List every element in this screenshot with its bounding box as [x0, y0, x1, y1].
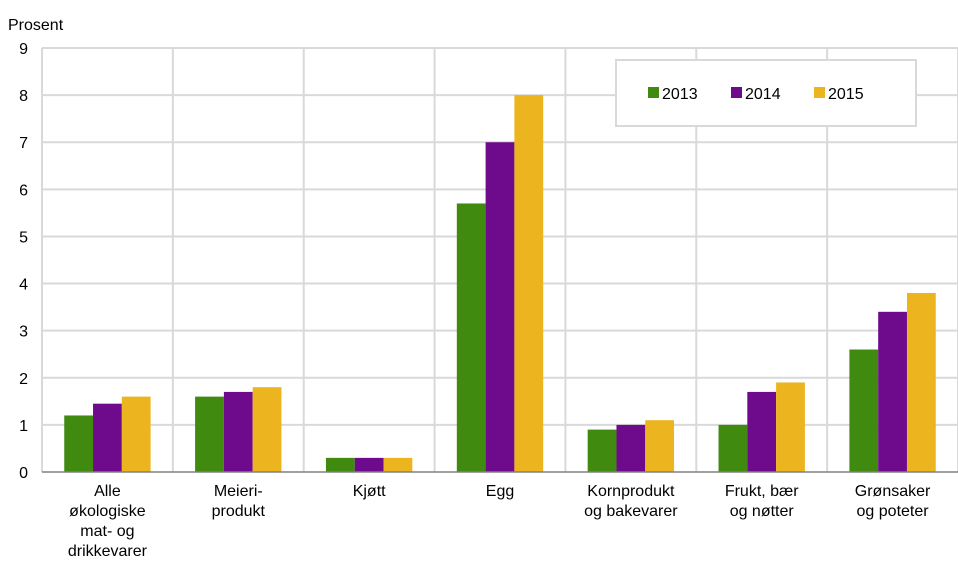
legend-swatch-2015: [814, 87, 825, 98]
y-tick-label: 9: [19, 41, 28, 58]
x-tick-label-line: Egg: [486, 483, 514, 500]
x-tick-label-line: Alle: [94, 483, 121, 500]
x-tick-label: Meieri-produkt: [212, 483, 266, 520]
x-tick-label: Egg: [486, 483, 514, 500]
x-tick-label: Kjøtt: [353, 483, 386, 500]
legend-swatch-2014: [731, 87, 742, 98]
legend-label-2013: 2013: [662, 86, 698, 103]
bar-2013: [64, 415, 94, 472]
x-tick-label-line: mat- og: [80, 523, 134, 540]
bar-2014: [616, 424, 646, 472]
x-tick-label-line: og bakevarer: [584, 503, 678, 520]
legend-label-2015: 2015: [828, 86, 864, 103]
x-tick-label: Frukt, bær og nøtter: [725, 483, 799, 520]
bar-2014: [223, 391, 253, 472]
x-tick-label-line: og nøtter: [730, 503, 795, 520]
bar-2014: [878, 311, 907, 472]
x-tick-label-line: Meieri-: [214, 483, 263, 500]
x-tick-label-line: drikkevarer: [68, 543, 148, 560]
x-tick-label-line: Kjøtt: [353, 483, 386, 500]
legend-label-2014: 2014: [745, 86, 781, 103]
bars: [64, 95, 936, 472]
bar-2013: [587, 429, 617, 472]
y-tick-label: 1: [19, 418, 28, 435]
legend-swatch-2013: [648, 87, 659, 98]
bar-2013: [849, 349, 879, 472]
y-tick-label: 4: [19, 277, 28, 294]
y-tick-label: 8: [19, 88, 28, 105]
bar-2013: [325, 457, 355, 472]
x-tick-label-line: Kornprodukt: [587, 483, 675, 500]
x-tick-label-line: produkt: [212, 503, 266, 520]
y-tick-label: 7: [19, 135, 28, 152]
x-tick-label-line: og poteter: [857, 503, 930, 520]
x-tick-label: Alle økologiske mat- og drikkevarer: [68, 483, 148, 560]
legend-box: [615, 59, 917, 127]
y-tick-label: 5: [19, 229, 28, 246]
bar-2015: [383, 457, 413, 472]
bar-2014: [93, 403, 122, 472]
bar-2015: [514, 95, 544, 472]
bar-2015: [121, 396, 151, 472]
x-tick-label: Kornprodukt og bakevarer: [584, 483, 678, 520]
y-tick-label: 6: [19, 182, 28, 199]
bar-2015: [252, 387, 282, 472]
bar-2015: [906, 292, 936, 472]
y-tick-label: 2: [19, 371, 28, 388]
x-tick-label: Grønsaker og poteter: [855, 483, 931, 520]
y-axis-label: Prosent: [8, 17, 64, 34]
bar-2014: [354, 457, 384, 472]
bar-2015: [776, 382, 805, 472]
axes: 0 1 2 3 4 5 6 7 8 9 Alle økologiske mat- og drikkevar…: [19, 41, 958, 560]
bar-2013: [718, 424, 748, 472]
y-tick-label: 0: [19, 465, 28, 482]
bar-2013: [456, 203, 486, 472]
bar-2014: [747, 391, 777, 472]
bar-2015: [645, 420, 675, 472]
x-tick-label-line: økologiske: [69, 503, 146, 520]
y-tick-label: 3: [19, 324, 28, 341]
x-tick-label-line: Grønsaker: [855, 483, 931, 500]
legend: 2013 2014 2015: [615, 59, 917, 127]
x-tick-label-line: Frukt, bær: [725, 483, 799, 500]
bar-2013: [195, 396, 224, 472]
bar-2014: [485, 142, 515, 472]
